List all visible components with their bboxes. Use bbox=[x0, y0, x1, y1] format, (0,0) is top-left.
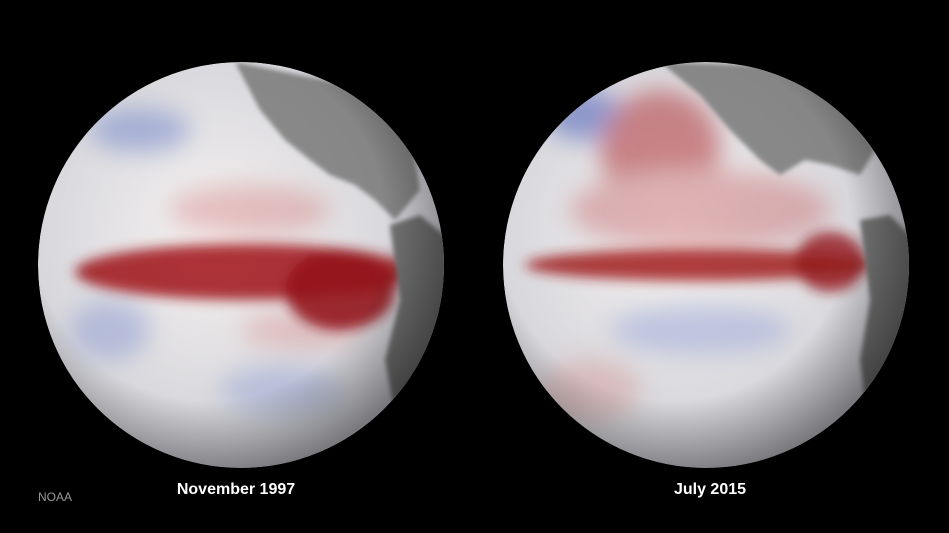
globe-2015 bbox=[503, 62, 909, 468]
panel-label: November 1997 bbox=[177, 481, 295, 498]
globe-1997 bbox=[38, 62, 444, 468]
panel-label: July 2015 bbox=[674, 481, 746, 498]
credit: NOAA bbox=[38, 490, 72, 504]
